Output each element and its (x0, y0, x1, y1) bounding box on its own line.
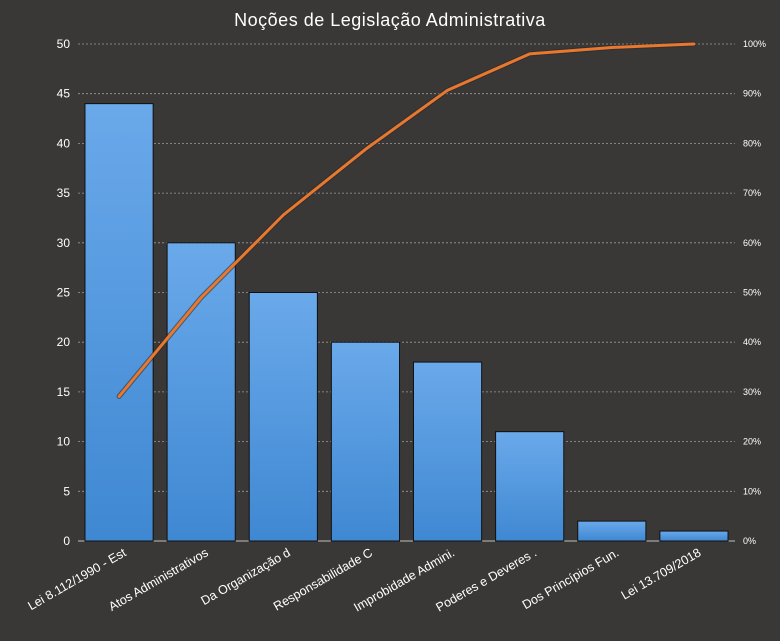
bar (84, 103, 154, 542)
y2-tick-label: 0% (743, 536, 756, 546)
y-tick-label: 0 (63, 534, 70, 548)
y-tick-label: 35 (57, 186, 71, 200)
y2-tick-label: 100% (743, 39, 766, 49)
y2-tick-label: 20% (743, 437, 761, 447)
y-tick-label: 40 (57, 136, 71, 150)
cumulative-line-layer (116, 41, 697, 399)
bar (330, 341, 401, 542)
y2-tick-label: 40% (743, 337, 761, 347)
y2-tick-label: 90% (743, 89, 761, 99)
y-tick-label: 30 (57, 236, 71, 250)
category-label: Lei 13.709/2018 (619, 545, 704, 602)
y-tick-label: 50 (57, 37, 71, 51)
y2-tick-label: 70% (743, 188, 761, 198)
y-tick-label: 45 (57, 87, 71, 101)
bar (412, 361, 483, 542)
y2-tick-label: 50% (743, 288, 761, 298)
y-tick-label: 10 (57, 435, 71, 449)
left-axis: 0 5 10 15 20 25 30 35 40 45 50 (57, 37, 71, 548)
y-tick-label: 5 (63, 484, 70, 498)
bar (166, 242, 236, 542)
y2-tick-label: 60% (743, 238, 761, 248)
bars-layer (84, 103, 729, 542)
y-tick-label: 25 (57, 286, 71, 300)
bar (659, 530, 729, 542)
bar (495, 431, 565, 542)
bar (248, 292, 318, 542)
chart-title: Noções de Legislação Administrativa (234, 10, 546, 30)
y2-tick-label: 10% (743, 486, 761, 496)
y-tick-label: 15 (57, 385, 71, 399)
cumulative-line (117, 42, 696, 398)
y2-tick-label: 30% (743, 387, 761, 397)
y2-tick-label: 80% (743, 138, 761, 148)
y-tick-label: 20 (57, 335, 71, 349)
right-axis: 0% 10% 20% 30% 40% 50% 60% 70% 80% 90% 100% (743, 39, 766, 546)
bar (577, 520, 647, 542)
